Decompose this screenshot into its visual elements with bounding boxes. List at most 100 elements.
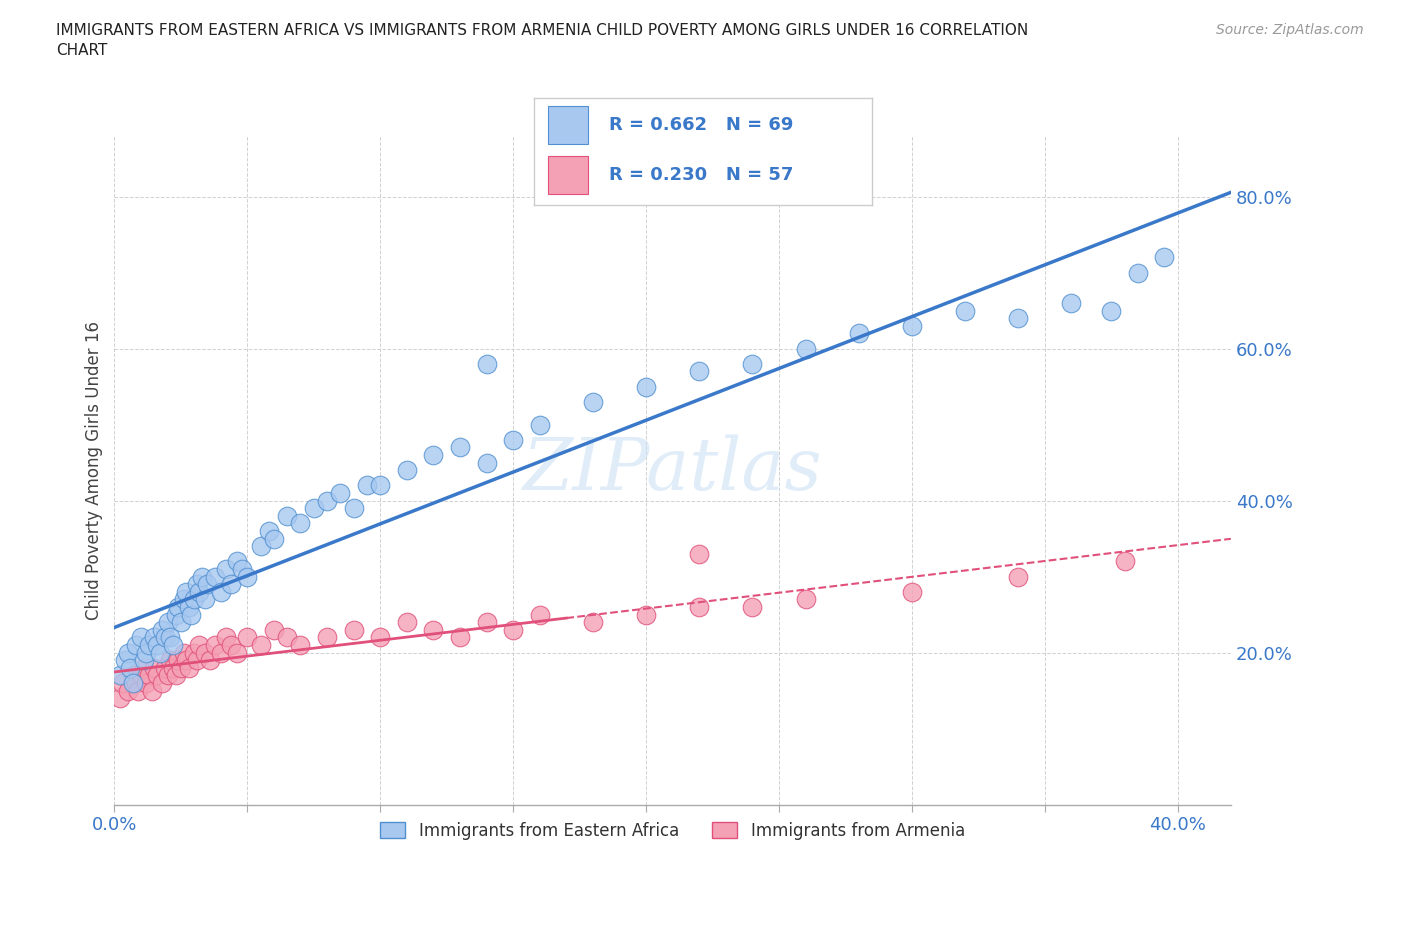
Point [225, 645, 247, 660]
Point [209, 584, 232, 599]
Point [159, 653, 181, 668]
Point [302, 500, 325, 515]
Point [135, 675, 157, 690]
Point [150, 622, 173, 637]
Point [582, 615, 605, 630]
Point [475, 455, 498, 470]
Point [263, 622, 285, 637]
Point [1114, 554, 1136, 569]
Point [848, 326, 870, 341]
Point [1007, 569, 1029, 584]
Point [159, 630, 181, 644]
Point [198, 653, 221, 668]
Point [368, 478, 391, 493]
Point [316, 493, 339, 508]
Point [149, 645, 172, 660]
Text: ZIPatlas: ZIPatlas [523, 435, 823, 506]
Point [124, 638, 146, 653]
Point [1153, 250, 1175, 265]
Point [290, 516, 312, 531]
Point [741, 356, 763, 371]
Point [194, 591, 217, 606]
Point [122, 675, 145, 690]
Point [167, 653, 190, 668]
Point [177, 660, 200, 675]
Point [108, 691, 131, 706]
Point [276, 630, 298, 644]
Point [129, 630, 152, 644]
Point [194, 645, 217, 660]
Point [177, 600, 200, 615]
Point [108, 668, 131, 683]
Point [316, 630, 339, 644]
Point [502, 622, 524, 637]
Point [165, 668, 187, 683]
Point [249, 638, 271, 653]
Point [117, 684, 139, 698]
Point [529, 607, 551, 622]
Point [204, 638, 226, 653]
Point [188, 584, 211, 599]
Point [502, 432, 524, 447]
Point [475, 356, 498, 371]
Point [156, 668, 179, 683]
Point [191, 569, 214, 584]
Point [221, 638, 243, 653]
Point [138, 668, 160, 683]
Point [249, 538, 271, 553]
Point [236, 630, 259, 644]
Point [120, 660, 142, 675]
Point [127, 684, 149, 698]
Point [422, 447, 444, 462]
Point [794, 591, 817, 606]
FancyBboxPatch shape [548, 156, 588, 194]
Point [395, 463, 418, 478]
Point [1099, 303, 1122, 318]
Point [215, 630, 238, 644]
Point [162, 638, 184, 653]
Point [135, 645, 157, 660]
Point [582, 394, 605, 409]
Point [794, 341, 817, 356]
Point [329, 485, 352, 500]
Point [117, 645, 139, 660]
Point [132, 653, 155, 668]
Point [953, 303, 976, 318]
Point [901, 318, 924, 333]
Point [141, 684, 163, 698]
Point [186, 653, 208, 668]
Point [901, 584, 924, 599]
Point [290, 638, 312, 653]
Point [146, 668, 169, 683]
Point [124, 675, 146, 690]
Point [174, 653, 197, 668]
Point [475, 615, 498, 630]
Point [236, 569, 259, 584]
Point [138, 638, 160, 653]
Point [395, 615, 418, 630]
Point [343, 500, 366, 515]
Point [1126, 265, 1149, 280]
Point [111, 675, 134, 690]
Point [225, 554, 247, 569]
Point [165, 607, 187, 622]
Point [741, 600, 763, 615]
Point [183, 591, 205, 606]
Point [153, 630, 176, 644]
Point [263, 531, 285, 546]
Point [146, 638, 169, 653]
Point [183, 645, 205, 660]
Text: Source: ZipAtlas.com: Source: ZipAtlas.com [1216, 23, 1364, 37]
Point [129, 668, 152, 683]
Point [343, 622, 366, 637]
Text: R = 0.662   N = 69: R = 0.662 N = 69 [609, 116, 793, 134]
Point [368, 630, 391, 644]
Point [122, 668, 145, 683]
Point [634, 607, 657, 622]
Point [173, 591, 195, 606]
Text: R = 0.230   N = 57: R = 0.230 N = 57 [609, 166, 793, 184]
Point [688, 364, 710, 379]
Point [167, 600, 190, 615]
Point [174, 584, 197, 599]
Point [170, 615, 193, 630]
